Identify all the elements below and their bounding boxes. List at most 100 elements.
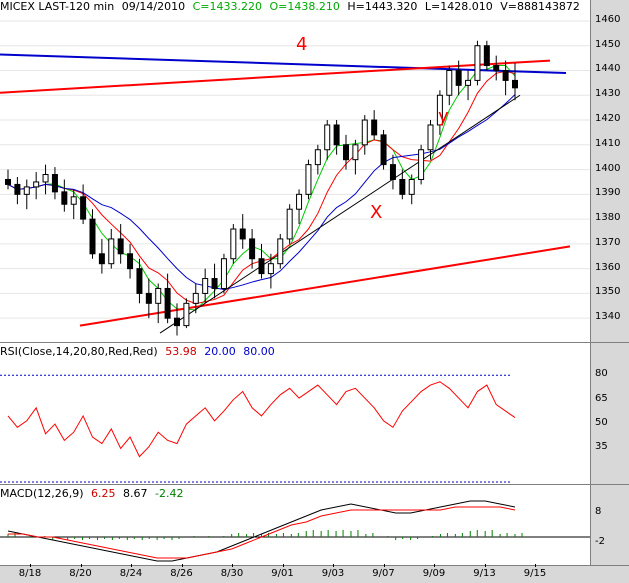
label-y: y [438,106,449,127]
price-panel[interactable]: MICEX LAST-120 min 09/14/2010 C=1433.220… [0,0,590,342]
rsi-axis: 80 65 50 35 [590,343,629,484]
rsi-plot [0,374,516,483]
price-plot: 4 y X [0,20,590,336]
low-label: L=1428.010 [424,0,493,13]
time-tick-label: 9/09 [422,568,446,579]
time-tick-label: 8/18 [18,568,42,579]
upper-red-trendline [0,59,551,94]
candle-body [51,174,58,193]
candle-body [483,45,490,67]
label-x: X [370,202,382,223]
candle-body [14,183,21,195]
candle-body [211,278,218,289]
candle-body [70,196,77,205]
candle-body [108,238,115,265]
macd-label: MACD(12,26,9) [0,487,84,500]
time-tick-mark [282,564,284,567]
rsi-header: RSI(Close,14,20,80,Red,Red) 53.98 20.00 … [0,345,279,359]
candle-body [267,263,274,275]
candle-body [5,178,11,185]
lower-red-trendline [79,245,571,327]
candle-body [192,292,199,304]
candle-body [239,228,246,240]
candle-body [174,317,180,327]
candle-body [286,208,293,240]
candle-body [164,287,171,319]
macd-panel[interactable]: MACD(12,26,9) 6.25 8.67 -2.42 [0,485,590,565]
rsi-value: 53.98 [165,345,197,358]
macd-tick-label: 8 [595,506,602,517]
candle-body [314,149,321,166]
macd-line [7,500,516,562]
candle-body [42,174,49,183]
candle-body [371,119,378,136]
candle-body [512,79,518,89]
time-tick-mark [484,564,486,567]
price-tick-label: 1440 [595,63,621,75]
candle-body [258,258,265,275]
time-tick-label: 9/03 [321,568,345,579]
candle-body [277,238,284,265]
macd-v1: 6.25 [91,487,116,500]
time-tick-mark [333,564,334,567]
time-tick-label: 8/20 [69,568,92,579]
candle-body [502,69,509,81]
time-axis: 8/18 8/20 8/24 8/26 8/30 9/01 9/03 9/07 9/09 9/13… [0,564,629,583]
candle-body [80,196,87,220]
price-tick-label: 1350 [595,286,621,298]
candle-body [408,178,415,195]
time-tick-mark [434,564,435,567]
candle-body [418,149,425,180]
price-tick-label: 1400 [595,162,621,174]
candle-body [117,238,124,255]
symbol-label: MICEX LAST-120 min [0,0,115,13]
candle-body [296,193,303,210]
candle-body [493,65,500,71]
candle-body [33,181,40,188]
rsi-tick-label: 80 [595,368,608,380]
close-label: C=1433.220 [192,0,262,13]
rsi-line [7,381,516,458]
candle-body [399,178,406,195]
candle-body [220,258,227,289]
price-tick-label: 1390 [595,187,621,199]
rsi-tick-label: 65 [595,392,608,404]
macd-v3: -2.42 [155,487,184,500]
time-tick-mark [181,564,183,567]
candle-body [455,69,462,86]
candle-body [155,287,162,304]
price-tick-label: 1450 [595,38,621,50]
time-tick-label: 9/15 [523,568,547,579]
resistance-trendline [0,53,567,74]
price-tick-label: 1430 [595,88,621,100]
price-header: MICEX LAST-120 min 09/14/2010 C=1433.220… [0,0,584,14]
candle-body [305,164,312,195]
candle-body [474,45,481,81]
price-tick-label: 1380 [595,212,621,224]
candle-body [98,253,105,265]
high-label: H=1443.320 [347,0,418,13]
rsi-panel[interactable]: RSI(Close,14,20,80,Red,Red) 53.98 20.00 … [0,343,590,484]
macd-v2: 8.67 [123,487,148,500]
time-tick-mark [232,564,233,567]
price-tick-label: 1410 [595,137,621,149]
panel-divider [0,342,629,343]
label-four: 4 [296,34,307,55]
price-tick-label: 1340 [595,311,621,323]
time-tick-mark [80,564,82,567]
volume-label: V=888143872 [500,0,580,13]
rsi-upper: 80.00 [243,345,275,358]
candle-body [61,191,68,205]
time-tick-mark [383,564,385,567]
rsi-tick-label: 35 [595,441,608,453]
price-tick-label: 1420 [595,113,621,125]
candle-body [202,278,209,294]
candle-body [230,228,237,260]
candle-body [427,124,434,151]
date-label: 09/14/2010 [121,0,186,13]
macd-tick-label: -2 [595,536,605,547]
candle-body [361,119,368,146]
candle-body [136,268,143,294]
panel-divider [0,484,629,485]
price-tick-label: 1360 [595,261,621,273]
